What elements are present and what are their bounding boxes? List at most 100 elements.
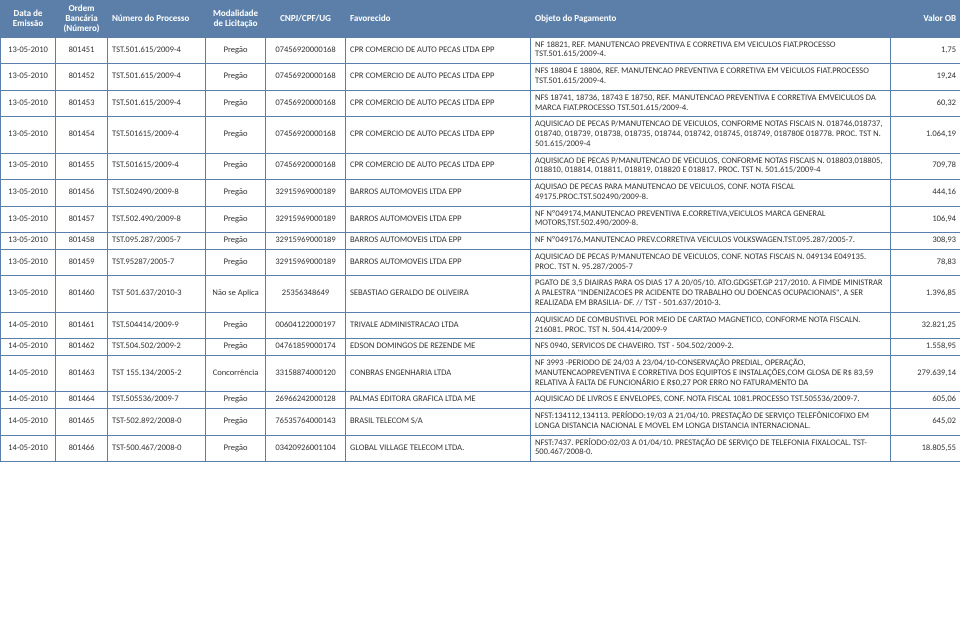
table-row: 13-05-2010801454TST.501615/2009-4Pregão0… (1, 117, 960, 153)
cell-data: 13-05-2010 (1, 206, 56, 233)
cell-ordem: 801455 (56, 153, 108, 180)
cell-ordem: 801461 (56, 312, 108, 339)
cell-valor: 605,06 (891, 392, 960, 409)
cell-ordem: 801466 (56, 435, 108, 462)
cell-data: 14-05-2010 (1, 312, 56, 339)
col-header-modalidade: Modalidade de Licitação (206, 1, 266, 38)
cell-processo: TST.501.615/2009-4 (108, 37, 206, 64)
cell-processo: TST 501.637/2010-3 (108, 276, 206, 312)
cell-cnpj: 07456920000168 (266, 64, 346, 91)
table-row: 14-05-2010801466TST-500.467/2008-0Pregão… (1, 435, 960, 462)
cell-data: 14-05-2010 (1, 409, 56, 436)
cell-ordem: 801462 (56, 339, 108, 356)
cell-processo: TST.504.502/2009-2 (108, 339, 206, 356)
cell-cnpj: 32915969000189 (266, 206, 346, 233)
cell-ordem: 801456 (56, 180, 108, 207)
col-header-processo: Número do Processo (108, 1, 206, 38)
cell-cnpj: 07456920000168 (266, 117, 346, 153)
cell-objeto: NFS 0940, SERVICOS DE CHAVEIRO. TST - 50… (531, 339, 891, 356)
cell-cnpj: 25356348649 (266, 276, 346, 312)
cell-objeto: NF 18821, REF. MANUTENCAO PREVENTIVA E C… (531, 37, 891, 64)
cell-ordem: 801464 (56, 392, 108, 409)
cell-modalidade: Pregão (206, 117, 266, 153)
cell-data: 13-05-2010 (1, 249, 56, 276)
cell-favorecido: GLOBAL VILLAGE TELECOM LTDA. (346, 435, 531, 462)
cell-valor: 308,93 (891, 233, 960, 250)
cell-modalidade: Pregão (206, 435, 266, 462)
cell-valor: 1.396,85 (891, 276, 960, 312)
cell-favorecido: TRIVALE ADMINISTRACAO LTDA (346, 312, 531, 339)
cell-data: 13-05-2010 (1, 117, 56, 153)
cell-modalidade: Não se Aplica (206, 276, 266, 312)
cell-objeto: AQUISICAO DE LIVROS E ENVELOPES, CONF. N… (531, 392, 891, 409)
cell-data: 14-05-2010 (1, 392, 56, 409)
table-row: 14-05-2010801465TST-502.892/2008-0Pregão… (1, 409, 960, 436)
table-row: 13-05-2010801459TST.95287/2005-7Pregão32… (1, 249, 960, 276)
cell-cnpj: 76535764000143 (266, 409, 346, 436)
cell-processo: TST-502.892/2008-0 (108, 409, 206, 436)
cell-ordem: 801454 (56, 117, 108, 153)
payments-table: Data de Emissão Ordem Bancária (Número) … (0, 0, 960, 462)
cell-favorecido: BARROS AUTOMOVEIS LTDA EPP (346, 249, 531, 276)
cell-ordem: 801453 (56, 90, 108, 117)
cell-processo: TST.501615/2009-4 (108, 153, 206, 180)
cell-objeto: AQUISICAO DE PECAS P/MANUTENCAO DE VEICU… (531, 153, 891, 180)
cell-valor: 1,75 (891, 37, 960, 64)
cell-cnpj: 32915969000189 (266, 249, 346, 276)
table-row: 14-05-2010801462TST.504.502/2009-2Pregão… (1, 339, 960, 356)
cell-data: 14-05-2010 (1, 356, 56, 392)
col-header-valor: Valor OB (891, 1, 960, 38)
cell-favorecido: EDSON DOMINGOS DE REZENDE ME (346, 339, 531, 356)
cell-valor: 709,78 (891, 153, 960, 180)
cell-objeto: NFS 18804 E 18806, REF. MANUTENCAO PREVE… (531, 64, 891, 91)
cell-modalidade: Pregão (206, 64, 266, 91)
cell-ordem: 801458 (56, 233, 108, 250)
cell-objeto: NFS 18741, 18736, 18743 E 18750, REF. MA… (531, 90, 891, 117)
cell-cnpj: 04761859000174 (266, 339, 346, 356)
col-header-cnpj: CNPJ/CPF/UG (266, 1, 346, 38)
cell-modalidade: Pregão (206, 180, 266, 207)
cell-valor: 78,83 (891, 249, 960, 276)
cell-favorecido: SEBASTIAO GERALDO DE OLIVEIRA (346, 276, 531, 312)
cell-data: 13-05-2010 (1, 37, 56, 64)
cell-cnpj: 07456920000168 (266, 90, 346, 117)
cell-data: 13-05-2010 (1, 153, 56, 180)
cell-cnpj: 07456920000168 (266, 153, 346, 180)
cell-modalidade: Pregão (206, 312, 266, 339)
cell-cnpj: 33158874000120 (266, 356, 346, 392)
cell-objeto: NFST:134112,134113. PERÍODO:19/03 A 21/0… (531, 409, 891, 436)
cell-data: 14-05-2010 (1, 339, 56, 356)
table-row: 13-05-2010801456TST.502490/2009-8Pregão3… (1, 180, 960, 207)
cell-valor: 1.064,19 (891, 117, 960, 153)
cell-favorecido: CPR COMERCIO DE AUTO PECAS LTDA EPP (346, 64, 531, 91)
cell-objeto: NFST:7437. PERÍODO:02/03 A 01/04/10. PRE… (531, 435, 891, 462)
cell-cnpj: 03420926001104 (266, 435, 346, 462)
table-row: 13-05-2010801455TST.501615/2009-4Pregão0… (1, 153, 960, 180)
cell-favorecido: CONBRAS ENGENHARIA LTDA (346, 356, 531, 392)
cell-objeto: AQUISAO DE PECAS PARA MANUTENCAO DE VEIC… (531, 180, 891, 207)
cell-modalidade: Pregão (206, 37, 266, 64)
cell-data: 13-05-2010 (1, 233, 56, 250)
cell-objeto: NF Nº049176,MANUTENCAO PREV.CORRETIVA VE… (531, 233, 891, 250)
cell-ordem: 801451 (56, 37, 108, 64)
cell-favorecido: BARROS AUTOMOVEIS LTDA EPP (346, 180, 531, 207)
cell-objeto: AQUISICAO DE PECAS P/MANUTENCAO DE VEICU… (531, 117, 891, 153)
cell-cnpj: 32915969000189 (266, 180, 346, 207)
table-row: 13-05-2010801452TST.501.615/2009-4Pregão… (1, 64, 960, 91)
cell-ordem: 801457 (56, 206, 108, 233)
table-header: Data de Emissão Ordem Bancária (Número) … (1, 1, 960, 38)
cell-cnpj: 26966242000128 (266, 392, 346, 409)
cell-objeto: AQUISICAO DE COMBUSTIVEL POR MEIO DE CAR… (531, 312, 891, 339)
cell-processo: TST.095.287/2005-7 (108, 233, 206, 250)
cell-modalidade: Pregão (206, 153, 266, 180)
cell-data: 13-05-2010 (1, 64, 56, 91)
cell-favorecido: BARROS AUTOMOVEIS LTDA EPP (346, 206, 531, 233)
table-row: 13-05-2010801457TST.502.490/2009-8Pregão… (1, 206, 960, 233)
cell-ordem: 801460 (56, 276, 108, 312)
cell-objeto: NF Nº049174,MANUTENCAO PREVENTIVA E.CORR… (531, 206, 891, 233)
cell-processo: TST.501615/2009-4 (108, 117, 206, 153)
cell-valor: 645,02 (891, 409, 960, 436)
col-header-favorecido: Favorecido (346, 1, 531, 38)
cell-ordem: 801459 (56, 249, 108, 276)
col-header-objeto: Objeto do Pagamento (531, 1, 891, 38)
